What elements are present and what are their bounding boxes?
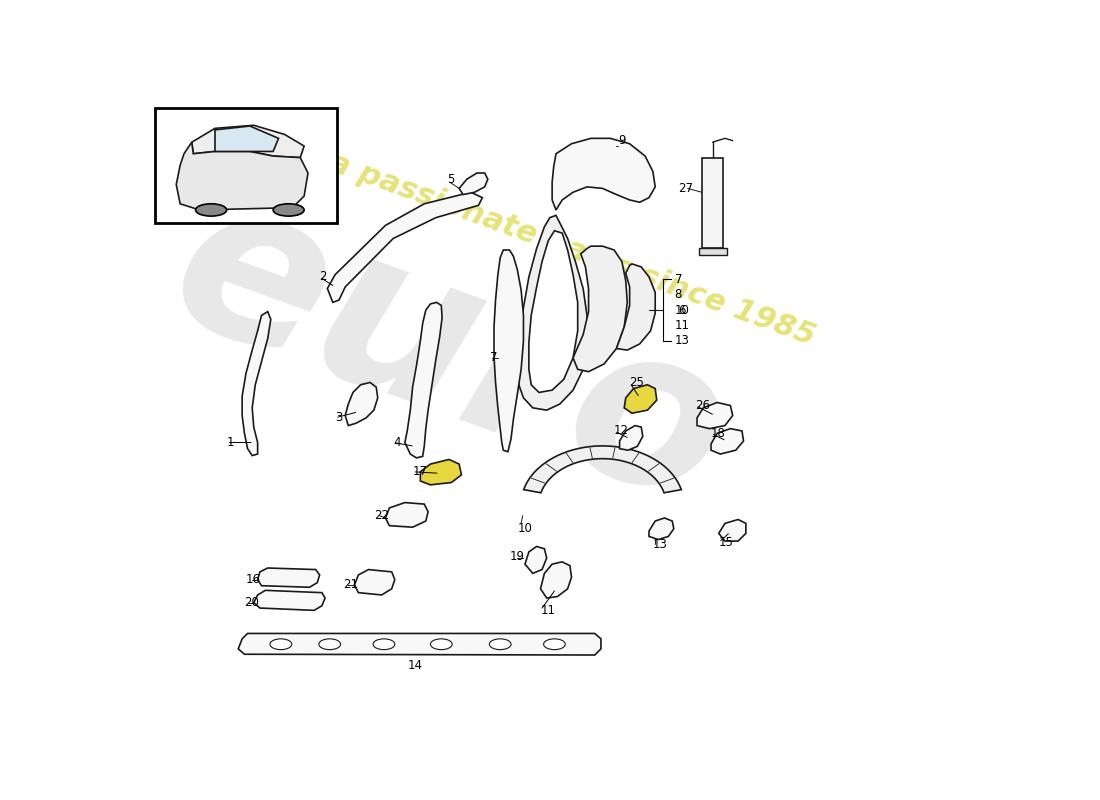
Text: 21: 21: [343, 578, 358, 591]
Text: 3: 3: [336, 411, 342, 424]
Ellipse shape: [430, 639, 452, 650]
Polygon shape: [540, 562, 572, 598]
Text: 11: 11: [674, 319, 690, 332]
Text: 17: 17: [412, 466, 428, 478]
Ellipse shape: [373, 639, 395, 650]
Text: 5: 5: [448, 173, 455, 186]
Text: 9: 9: [618, 134, 626, 147]
Polygon shape: [552, 138, 656, 210]
Ellipse shape: [196, 204, 227, 216]
Polygon shape: [242, 312, 271, 455]
Bar: [702, 158, 724, 249]
Text: 4: 4: [394, 436, 400, 449]
Text: 13: 13: [674, 334, 690, 347]
Text: 27: 27: [679, 182, 693, 195]
Polygon shape: [697, 402, 733, 429]
Text: 13: 13: [653, 538, 668, 550]
Ellipse shape: [319, 639, 341, 650]
Text: 10: 10: [674, 303, 690, 317]
Polygon shape: [257, 568, 320, 587]
Polygon shape: [718, 519, 746, 541]
Polygon shape: [624, 385, 657, 414]
Bar: [154, 107, 337, 223]
Text: 25: 25: [629, 376, 645, 389]
Polygon shape: [328, 192, 483, 302]
Text: 22: 22: [374, 509, 389, 522]
Polygon shape: [524, 446, 681, 493]
Polygon shape: [517, 215, 587, 410]
Polygon shape: [529, 230, 578, 393]
Text: 12: 12: [614, 425, 629, 438]
Bar: [698, 249, 726, 254]
Text: 20: 20: [244, 596, 260, 609]
Text: 8: 8: [674, 288, 682, 301]
Polygon shape: [345, 382, 377, 426]
Text: a passionate parts since 1985: a passionate parts since 1985: [326, 148, 820, 352]
Ellipse shape: [543, 639, 565, 650]
Polygon shape: [385, 502, 428, 527]
Text: euro: euro: [146, 157, 756, 553]
Polygon shape: [214, 126, 278, 151]
Polygon shape: [494, 250, 524, 452]
Polygon shape: [420, 459, 462, 485]
Polygon shape: [254, 590, 326, 610]
Text: 16: 16: [246, 573, 261, 586]
Text: 15: 15: [718, 536, 734, 549]
Text: 14: 14: [407, 659, 422, 672]
Polygon shape: [239, 634, 601, 655]
Text: 6: 6: [679, 303, 686, 317]
Text: 7: 7: [491, 351, 497, 364]
Text: 11: 11: [540, 604, 556, 617]
Polygon shape: [616, 264, 656, 350]
Polygon shape: [354, 570, 395, 595]
Polygon shape: [191, 126, 304, 158]
Polygon shape: [405, 302, 442, 458]
Polygon shape: [711, 429, 744, 454]
Text: 7: 7: [674, 273, 682, 286]
Text: 10: 10: [517, 522, 532, 535]
Ellipse shape: [270, 639, 292, 650]
Polygon shape: [176, 142, 308, 210]
Polygon shape: [459, 173, 487, 194]
Text: 2: 2: [320, 270, 327, 283]
Polygon shape: [619, 426, 642, 450]
Polygon shape: [525, 546, 547, 574]
Text: 26: 26: [695, 399, 711, 412]
Text: 1: 1: [227, 436, 234, 449]
Polygon shape: [649, 518, 674, 539]
Ellipse shape: [490, 639, 512, 650]
Polygon shape: [573, 246, 627, 372]
Ellipse shape: [273, 204, 304, 216]
Text: 19: 19: [509, 550, 525, 563]
Text: 18: 18: [711, 426, 726, 440]
